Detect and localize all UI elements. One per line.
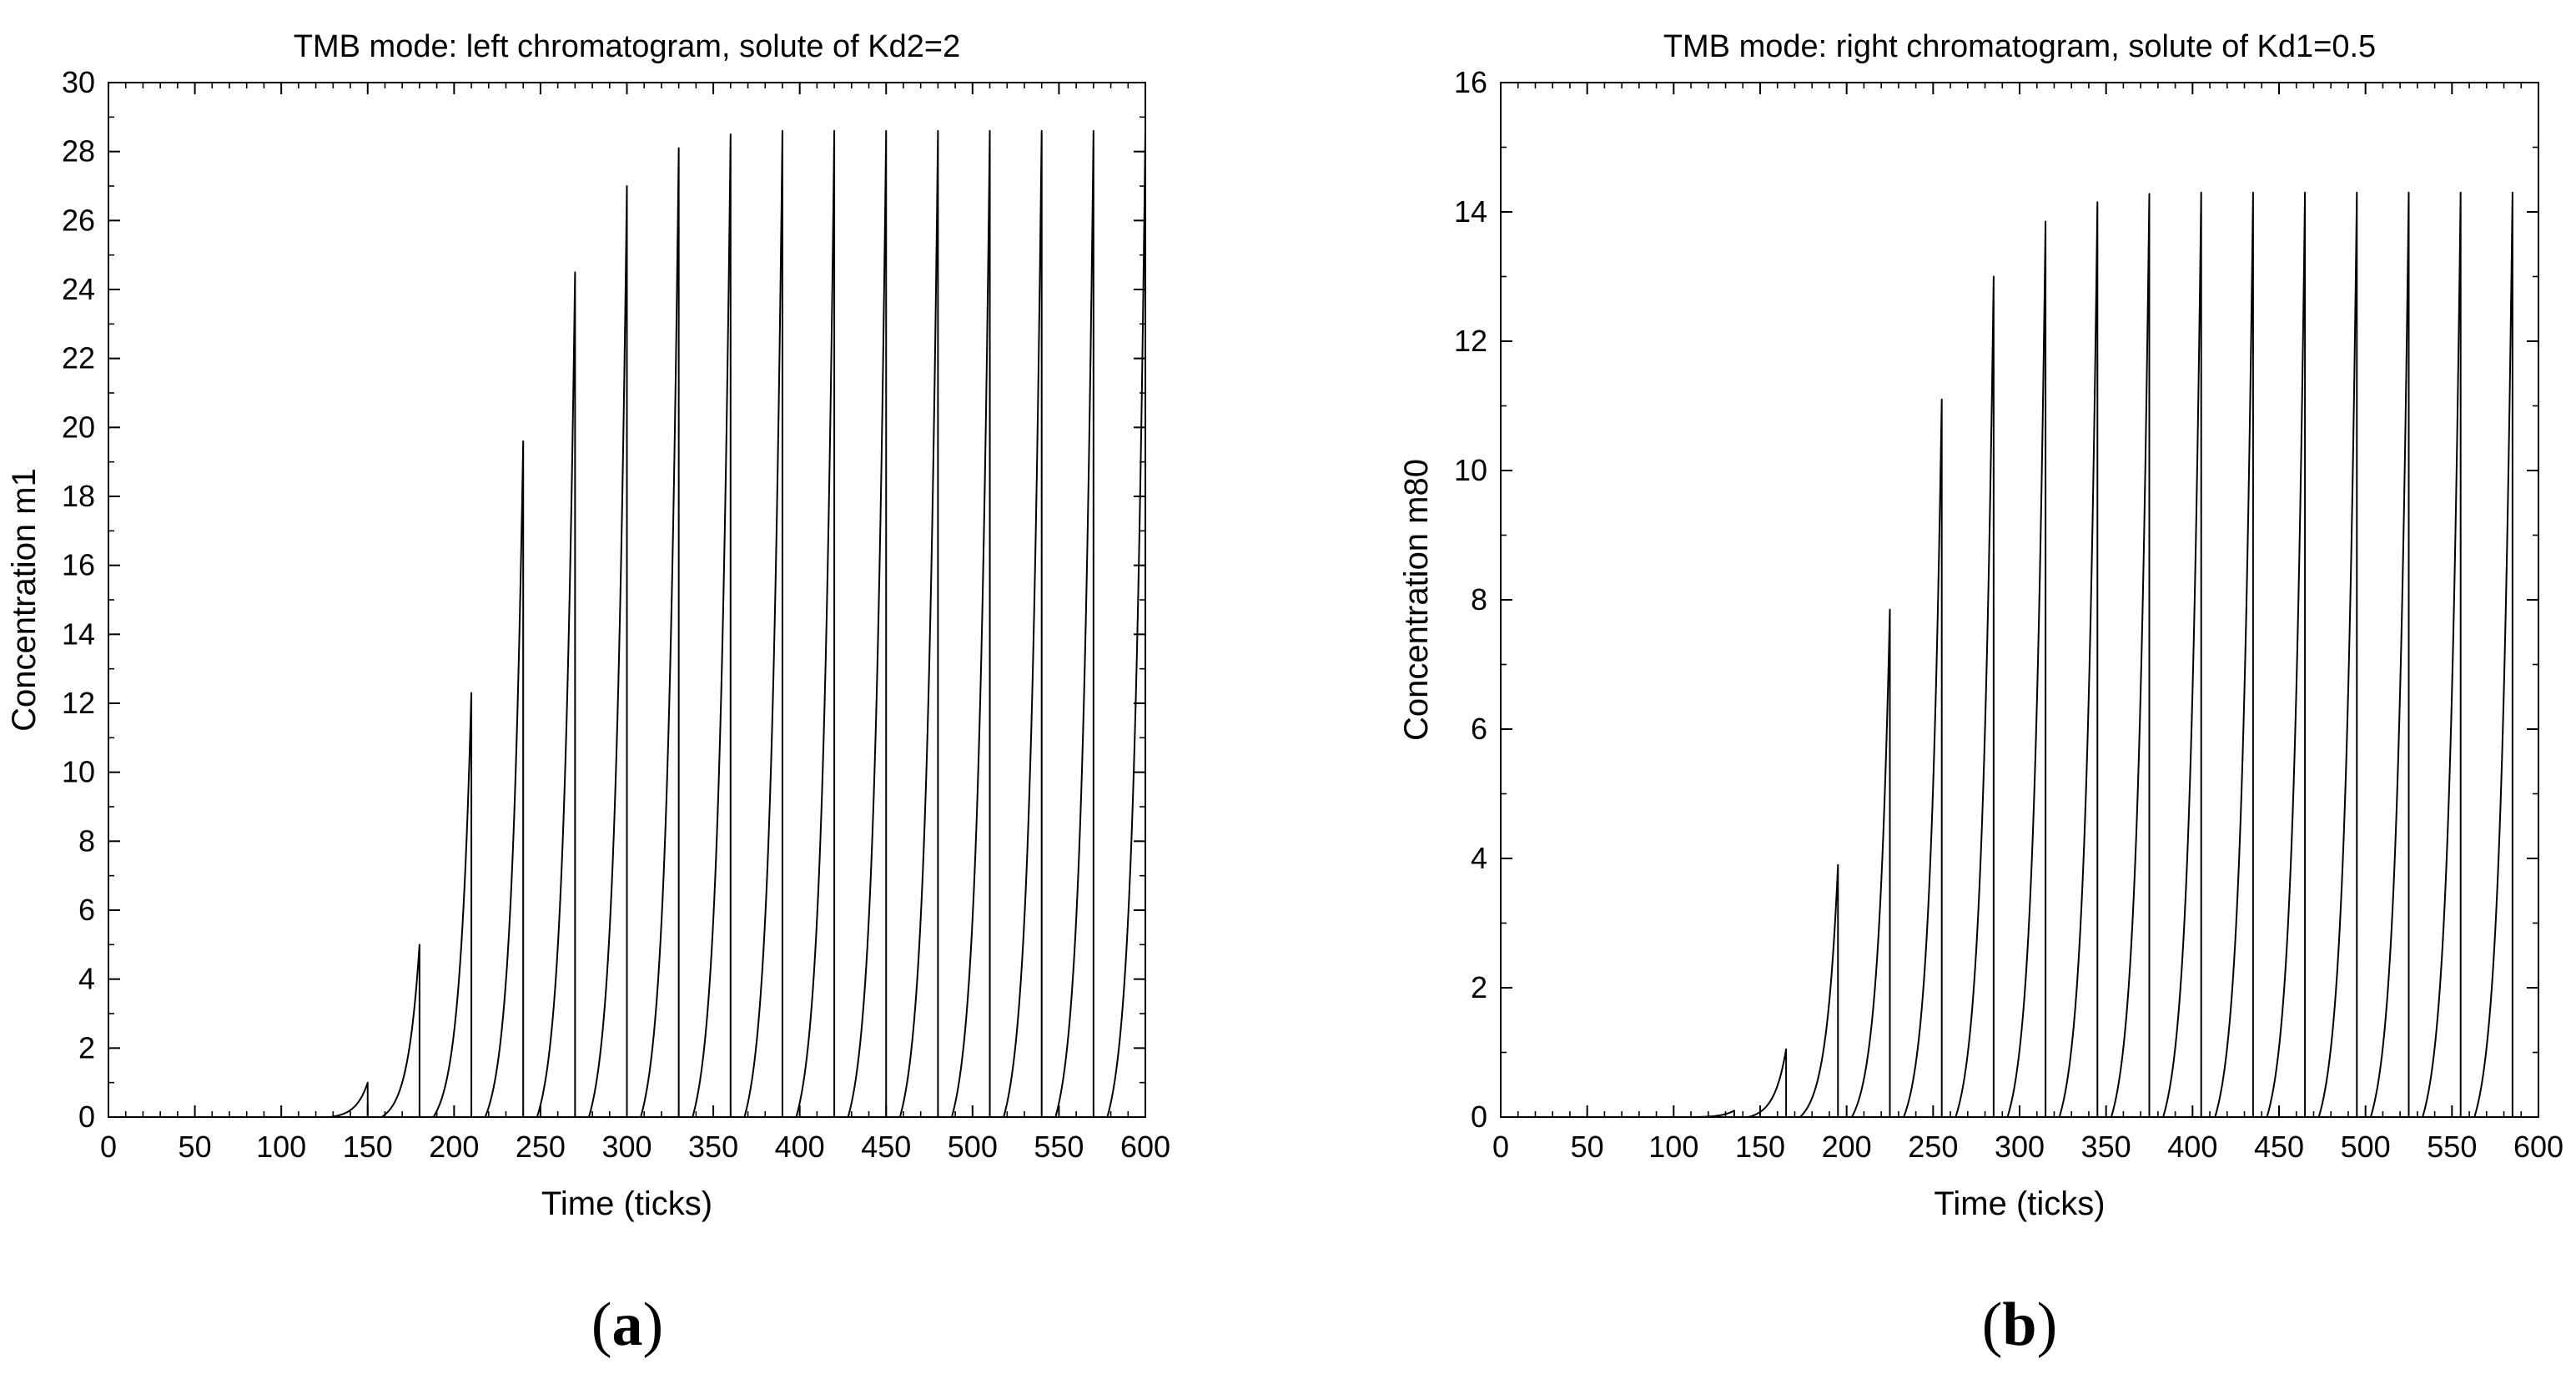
y-tick-label: 6 (78, 893, 95, 927)
chart-title: TMB mode: right chromatogram, solute of … (1663, 29, 2376, 64)
y-tick-label: 8 (78, 823, 95, 858)
x-tick-label: 400 (2167, 1130, 2217, 1164)
x-tick-label: 100 (256, 1130, 306, 1164)
x-tick-label: 300 (1995, 1130, 2045, 1164)
x-tick-label: 200 (1822, 1130, 1872, 1164)
y-tick-label: 14 (62, 617, 95, 651)
y-axis-label: Concentration m80 (1398, 459, 1435, 741)
x-tick-label: 300 (601, 1130, 652, 1164)
y-tick-label: 4 (1471, 841, 1487, 875)
x-tick-label: 50 (179, 1130, 212, 1164)
y-tick-label: 0 (1471, 1100, 1487, 1134)
x-tick-label: 150 (1735, 1130, 1785, 1164)
x-tick-label: 550 (2427, 1130, 2477, 1164)
x-axis-label: Time (ticks) (541, 1185, 712, 1222)
y-tick-label: 24 (62, 272, 95, 306)
series-line (108, 129, 1146, 1118)
y-tick-label: 0 (78, 1100, 95, 1134)
y-tick-label: 4 (78, 962, 95, 996)
x-tick-label: 450 (2254, 1130, 2304, 1164)
x-tick-label: 500 (2341, 1130, 2391, 1164)
panel-label: (b) (1982, 1291, 2057, 1359)
x-tick-label: 350 (2081, 1130, 2131, 1164)
y-tick-label: 18 (62, 479, 95, 513)
x-axis-label: Time (ticks) (1934, 1185, 2105, 1222)
y-tick-label: 14 (1454, 194, 1487, 229)
x-tick-label: 150 (343, 1130, 393, 1164)
x-tick-label: 0 (1492, 1130, 1509, 1164)
x-tick-label: 100 (1648, 1130, 1698, 1164)
y-tick-label: 10 (62, 755, 95, 789)
y-tick-label: 6 (1471, 712, 1487, 746)
x-tick-label: 200 (429, 1130, 479, 1164)
x-tick-label: 250 (1908, 1130, 1958, 1164)
x-tick-label: 50 (1571, 1130, 1604, 1164)
plot-frame (1500, 82, 2539, 1118)
y-tick-label: 28 (62, 134, 95, 169)
y-axis-label: Concentration m1 (6, 468, 43, 732)
chart-title: TMB mode: left chromatogram, solute of K… (294, 29, 960, 64)
x-tick-label: 550 (1034, 1130, 1084, 1164)
x-tick-label: 250 (516, 1130, 566, 1164)
y-tick-label: 2 (78, 1030, 95, 1064)
y-tick-label: 2 (1471, 970, 1487, 1004)
x-tick-label: 350 (688, 1130, 738, 1164)
y-tick-label: 26 (62, 203, 95, 237)
series-line (1501, 191, 2514, 1118)
y-tick-label: 10 (1454, 453, 1487, 487)
chart-panel-a: TMB mode: left chromatogram, solute of K… (6, 29, 1170, 1359)
y-tick-label: 20 (62, 410, 95, 444)
y-tick-label: 16 (62, 548, 95, 582)
x-tick-label: 400 (775, 1130, 825, 1164)
x-tick-label: 450 (861, 1130, 911, 1164)
y-tick-label: 16 (1454, 65, 1487, 99)
y-tick-label: 22 (62, 341, 95, 375)
y-tick-label: 12 (62, 686, 95, 720)
x-tick-label: 600 (2513, 1130, 2563, 1164)
x-tick-label: 600 (1120, 1130, 1170, 1164)
x-tick-label: 500 (948, 1130, 998, 1164)
y-tick-label: 8 (1471, 582, 1487, 617)
chart-panel-b: TMB mode: right chromatogram, solute of … (1398, 29, 2563, 1359)
x-tick-label: 0 (100, 1130, 117, 1164)
y-tick-label: 30 (62, 65, 95, 99)
y-tick-label: 12 (1454, 324, 1487, 358)
panel-label: (a) (591, 1291, 663, 1359)
